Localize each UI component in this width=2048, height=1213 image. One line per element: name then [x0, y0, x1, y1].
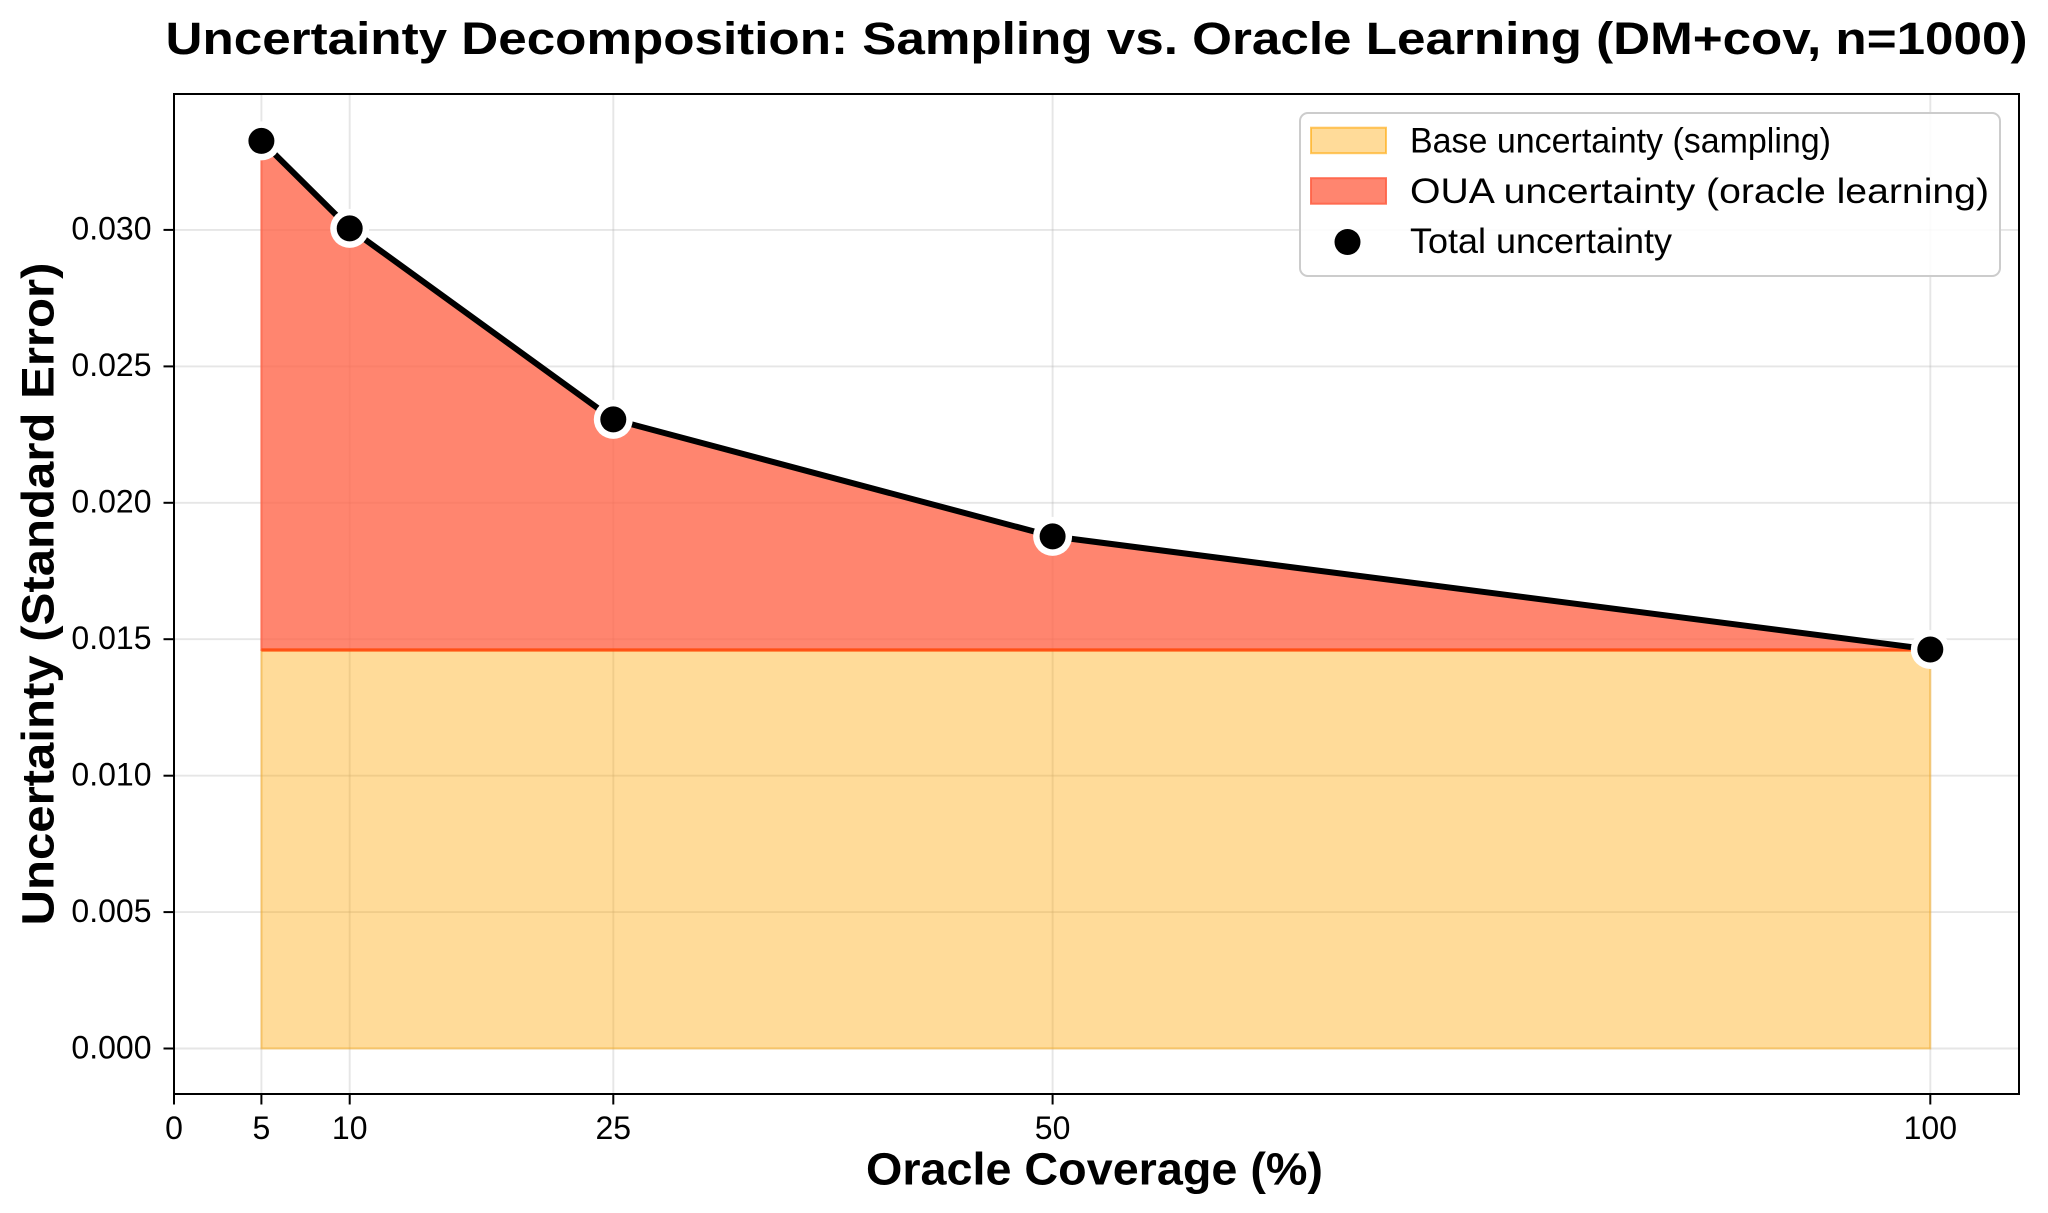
- svg-text:5: 5: [253, 1110, 271, 1146]
- svg-text:Base uncertainty (sampling): Base uncertainty (sampling): [1410, 122, 1831, 161]
- svg-text:10: 10: [332, 1110, 368, 1146]
- svg-text:0.000: 0.000: [71, 1029, 151, 1065]
- svg-text:50: 50: [1035, 1110, 1071, 1146]
- svg-text:0.005: 0.005: [71, 893, 151, 929]
- svg-text:0.020: 0.020: [71, 484, 151, 520]
- svg-text:Total uncertainty: Total uncertainty: [1410, 222, 1672, 261]
- svg-text:Oracle Coverage (%): Oracle Coverage (%): [866, 1144, 1323, 1195]
- svg-text:0.015: 0.015: [71, 620, 151, 656]
- svg-text:Uncertainty (Standard Error): Uncertainty (Standard Error): [13, 263, 64, 926]
- svg-text:0.010: 0.010: [71, 757, 151, 793]
- svg-text:Uncertainty Decomposition: Sam: Uncertainty Decomposition: Sampling vs. …: [166, 13, 2028, 64]
- svg-text:0.030: 0.030: [71, 211, 151, 247]
- svg-text:0.025: 0.025: [71, 347, 151, 383]
- svg-text:0: 0: [165, 1110, 183, 1146]
- svg-text:OUA uncertainty (oracle learni: OUA uncertainty (oracle learning): [1410, 172, 1989, 211]
- svg-text:100: 100: [1904, 1110, 1957, 1146]
- svg-text:25: 25: [596, 1110, 632, 1146]
